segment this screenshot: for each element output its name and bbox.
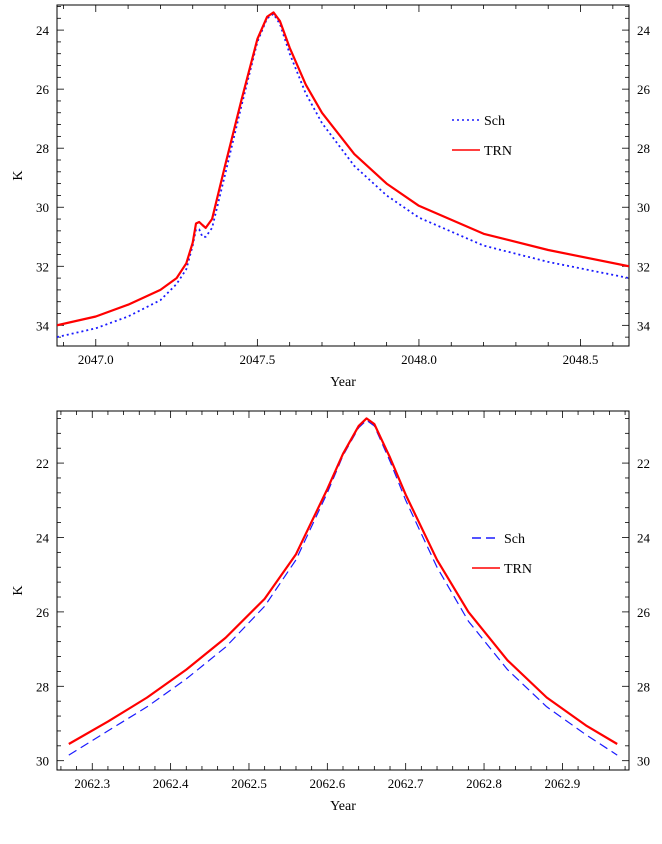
y-tick-label-right: 34 [637,318,651,333]
y-tick-label-right: 26 [637,82,651,97]
plot-frame [56,410,630,771]
y-tick-label-right: 28 [637,679,650,694]
series-line-trn [57,11,629,327]
x-tick-label: 2062.5 [231,776,267,791]
y-tick-label-right: 32 [637,259,650,274]
legend-label-sch: Sch [484,114,505,129]
y-tick-label: 24 [36,530,50,545]
x-tick-label: 2062.9 [545,776,581,791]
series-line-sch [57,12,629,338]
plot-frame [56,4,630,347]
chart-1: 2047.0 2047.5 2048.0 2048.5 24 24 26 26 28 28 30 30… [11,4,651,390]
y-axis-label: K [11,585,26,595]
x-axis-label: Year [330,799,356,814]
y-tick-label-right: 28 [637,141,650,156]
y-tick-label: 28 [36,141,49,156]
series-line-trn [68,417,618,745]
y-tick-label: 26 [36,82,50,97]
y-axis-label: K [11,170,26,180]
y-tick-label: 34 [36,318,50,333]
legend-label-sch: Sch [504,532,525,547]
y-tick-label: 24 [36,23,50,38]
y-tick-label: 22 [36,456,49,471]
x-tick-label: 2062.4 [153,776,189,791]
x-tick-label: 2047.0 [78,352,114,367]
x-axis-label: Year [330,375,356,390]
y-tick-label: 28 [36,679,49,694]
x-tick-label: 2062.7 [388,776,424,791]
y-tick-label-right: 24 [637,23,651,38]
legend-label-trn: TRN [484,144,512,159]
x-tick-label: 2047.5 [239,352,275,367]
chart-2: 2062.3 2062.4 2062.5 2062.6 2062.7 2062.8 2062… [11,410,651,814]
x-tick-label: 2048.5 [563,352,599,367]
y-tick-label: 30 [36,200,49,215]
y-tick-label: 30 [36,754,49,769]
x-tick-label: 2048.0 [401,352,437,367]
y-tick-label-right: 30 [637,754,650,769]
y-tick-label-right: 22 [637,456,650,471]
y-tick-label-right: 24 [637,530,651,545]
legend-label-trn: TRN [504,562,532,577]
x-tick-label: 2062.8 [466,776,502,791]
y-tick-label-right: 26 [637,605,651,620]
y-tick-label: 26 [36,605,50,620]
series-line-sch [68,419,618,756]
y-tick-label: 32 [36,259,49,274]
y-tick-label-right: 30 [637,200,650,215]
x-tick-label: 2062.6 [309,776,345,791]
x-tick-label: 2062.3 [74,776,110,791]
